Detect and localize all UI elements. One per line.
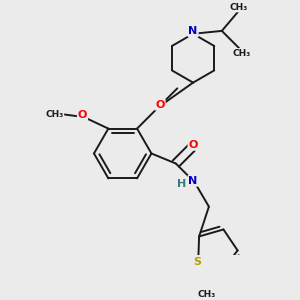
Text: O: O <box>188 140 198 150</box>
Text: CH₃: CH₃ <box>230 3 248 12</box>
Text: N: N <box>188 26 198 37</box>
Text: S: S <box>193 257 201 267</box>
Text: CH₃: CH₃ <box>45 110 63 119</box>
Text: CH₃: CH₃ <box>197 290 215 299</box>
Text: CH₃: CH₃ <box>232 49 250 58</box>
Text: O: O <box>78 110 87 120</box>
Text: H: H <box>177 178 186 189</box>
Text: N: N <box>188 176 198 186</box>
Text: O: O <box>155 100 165 110</box>
